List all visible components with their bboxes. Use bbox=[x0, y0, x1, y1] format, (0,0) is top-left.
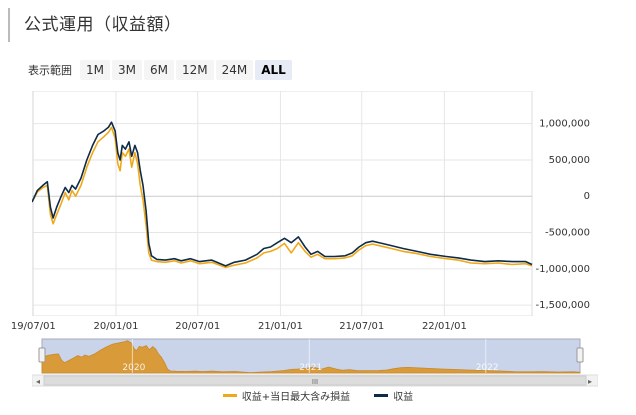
scrollbar-thumb[interactable] bbox=[43, 375, 587, 386]
navigator-svg[interactable]: 2020 2021 2022 ◂ ▸ III bbox=[31, 337, 599, 387]
legend-label-total: 収益+当日最大含み損益 bbox=[241, 391, 351, 403]
y-tick-label: 1,000,000 bbox=[539, 119, 590, 130]
series-line-total bbox=[31, 126, 533, 269]
y-tick-label: -500,000 bbox=[545, 228, 590, 239]
range-button-3m[interactable]: 3M bbox=[112, 60, 142, 80]
scroll-right-arrow-icon[interactable]: ▸ bbox=[588, 377, 592, 386]
range-button-24m[interactable]: 24M bbox=[215, 60, 254, 80]
main-chart[interactable]: 1,000,000 500,000 0 -500,000 -1,000,000 -1,50… bbox=[31, 90, 598, 317]
range-selector: 表示範囲 1M 3M 6M 12M 24M ALL bbox=[28, 60, 294, 80]
legend-label-profit: 収益 bbox=[393, 391, 414, 403]
x-axis-labels: 19/07/01 20/01/01 20/07/01 21/01/01 21/07/01… bbox=[11, 321, 467, 332]
navigator-year-label: 2022 bbox=[476, 363, 499, 373]
range-button-12m[interactable]: 12M bbox=[176, 60, 214, 80]
navigator-year-label: 2021 bbox=[299, 363, 322, 373]
x-tick-label: 21/07/01 bbox=[339, 321, 384, 332]
page-title: 公式運用（収益額） bbox=[24, 15, 182, 35]
navigator-area bbox=[41, 340, 581, 374]
x-tick-label: 19/07/01 bbox=[11, 321, 56, 332]
scrollbar-grip-icon: III bbox=[312, 378, 318, 386]
legend-item-total[interactable]: 収益+当日最大含み損益 bbox=[222, 388, 351, 403]
range-button-6m[interactable]: 6M bbox=[144, 60, 174, 80]
navigator-handle-right[interactable] bbox=[576, 347, 584, 363]
y-tick-label: -1,500,000 bbox=[535, 300, 590, 311]
chart-legend: 収益+当日最大含み損益 収益 bbox=[0, 388, 636, 403]
range-button-all[interactable]: ALL bbox=[255, 60, 292, 80]
range-button-1m[interactable]: 1M bbox=[80, 60, 110, 80]
title-bar: 公式運用（収益額） bbox=[8, 8, 610, 42]
x-tick-label: 20/07/01 bbox=[175, 321, 220, 332]
x-tick-label: 22/01/01 bbox=[422, 321, 467, 332]
legend-item-profit[interactable]: 収益 bbox=[374, 388, 413, 403]
chart-svg[interactable]: 1,000,000 500,000 0 -500,000 -1,000,000 -1,50… bbox=[31, 90, 598, 317]
y-tick-label: 0 bbox=[584, 191, 590, 202]
x-tick-label: 20/01/01 bbox=[94, 321, 139, 332]
x-tick-label: 21/01/01 bbox=[258, 321, 303, 332]
legend-swatch-total bbox=[222, 393, 237, 397]
series-line-profit bbox=[31, 121, 533, 267]
navigator-handle-left[interactable] bbox=[38, 347, 46, 363]
plot-area bbox=[31, 90, 533, 317]
range-label: 表示範囲 bbox=[28, 64, 72, 77]
y-tick-label: 500,000 bbox=[549, 155, 590, 166]
y-tick-label: -1,000,000 bbox=[535, 264, 590, 275]
chart-navigator[interactable]: 2020 2021 2022 ◂ ▸ III bbox=[31, 337, 599, 387]
legend-swatch-profit bbox=[374, 393, 389, 397]
scroll-left-arrow-icon[interactable]: ◂ bbox=[36, 377, 40, 386]
navigator-year-label: 2020 bbox=[122, 363, 145, 373]
